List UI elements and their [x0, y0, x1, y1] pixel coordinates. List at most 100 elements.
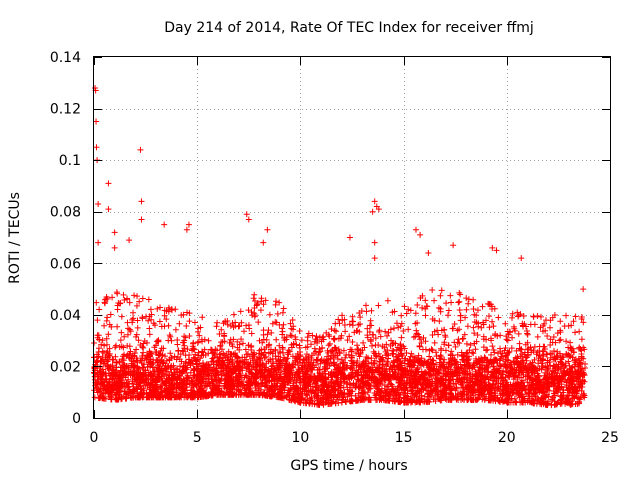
data-point [309, 332, 316, 339]
data-point [344, 337, 351, 344]
data-point [117, 337, 124, 344]
data-point [327, 355, 334, 362]
data-point [277, 386, 284, 393]
data-point [369, 342, 376, 349]
data-point [106, 350, 113, 357]
data-point [430, 396, 437, 403]
data-point [315, 392, 322, 399]
data-point [103, 295, 110, 302]
data-point [295, 362, 302, 369]
data-point [165, 375, 172, 382]
data-point [385, 329, 392, 336]
data-point [183, 359, 190, 366]
data-point [534, 333, 541, 340]
data-point [364, 383, 371, 390]
data-point [445, 312, 452, 319]
data-point [557, 329, 564, 336]
data-point [289, 353, 296, 360]
data-point [208, 392, 215, 399]
data-point [234, 338, 241, 345]
data-point [130, 383, 137, 390]
data-point [280, 349, 287, 356]
data-point [433, 378, 440, 385]
data-point [94, 332, 101, 339]
data-point [349, 388, 356, 395]
data-point [142, 382, 149, 389]
data-point [367, 317, 374, 324]
data-point [348, 398, 355, 405]
data-point [521, 387, 528, 394]
data-point [98, 341, 105, 348]
data-point [563, 350, 570, 357]
data-point [121, 333, 128, 340]
data-point [402, 355, 409, 362]
data-point [154, 305, 161, 312]
data-point [325, 392, 332, 399]
data-point [469, 349, 476, 356]
data-point [498, 363, 505, 370]
data-point [146, 331, 153, 338]
data-point [238, 319, 245, 326]
data-point [204, 383, 211, 390]
data-point [141, 367, 148, 374]
data-point [356, 310, 363, 317]
data-point [422, 346, 429, 353]
data-point [290, 340, 297, 347]
data-point [165, 337, 172, 344]
data-point [145, 296, 152, 303]
data-point [172, 306, 179, 313]
data-point [429, 332, 436, 339]
data-point [497, 332, 504, 339]
data-point [250, 351, 257, 358]
data-point [370, 360, 377, 367]
data-point [517, 353, 524, 360]
data-point [497, 362, 504, 369]
data-point [408, 350, 415, 357]
data-point [139, 314, 146, 321]
data-point [303, 388, 310, 395]
data-point [207, 346, 214, 353]
data-point [238, 374, 245, 381]
data-point [288, 332, 295, 339]
data-point [459, 395, 466, 402]
data-point [242, 346, 249, 353]
data-point [385, 355, 392, 362]
data-point [91, 394, 98, 401]
data-point [517, 399, 524, 406]
data-point [253, 363, 260, 370]
data-point [322, 358, 329, 365]
data-point [178, 369, 185, 376]
data-point [354, 342, 361, 349]
data-point [339, 317, 346, 324]
data-point [192, 351, 199, 358]
data-point [332, 345, 339, 352]
data-point [386, 366, 393, 373]
data-point [456, 340, 463, 347]
data-point [502, 345, 509, 352]
data-point [582, 364, 589, 371]
data-point [177, 351, 184, 358]
data-point [217, 342, 224, 349]
data-point [197, 324, 204, 331]
data-point [538, 401, 545, 408]
data-point [567, 353, 574, 360]
data-point [391, 308, 398, 315]
data-point [99, 348, 106, 355]
data-point [103, 335, 110, 342]
data-point [335, 316, 342, 323]
data-point [431, 339, 438, 346]
data-point [441, 384, 448, 391]
data-point [296, 344, 303, 351]
data-point [311, 381, 318, 388]
data-point [125, 354, 132, 361]
data-point [551, 312, 558, 319]
data-point [441, 356, 448, 363]
data-point [400, 328, 407, 335]
data-point [317, 360, 324, 367]
data-point [133, 346, 140, 353]
data-point [571, 363, 578, 370]
data-point [342, 354, 349, 361]
data-point [395, 391, 402, 398]
data-point [195, 338, 202, 345]
data-point [323, 361, 330, 368]
